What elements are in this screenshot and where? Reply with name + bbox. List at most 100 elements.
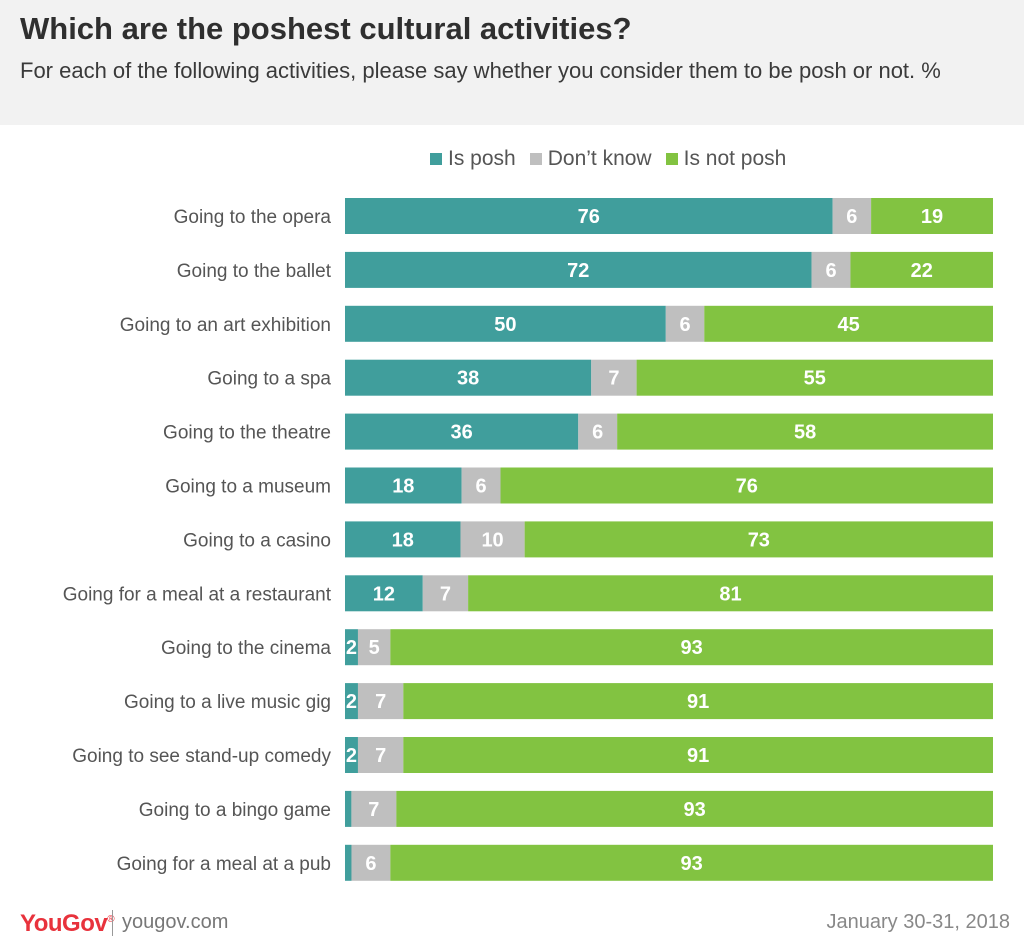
bar-is-posh-going-to-see-stand-up-comedy: [345, 737, 358, 773]
data-label-is-not-posh-going-to-the-ballet: 22: [911, 260, 933, 282]
bar-is-posh-going-to-a-spa: [345, 359, 592, 396]
bar-is-not-posh-going-to-an-art-exhibition: [704, 305, 993, 342]
bar-dont-know-going-to-a-spa: [591, 359, 637, 396]
data-label-is-not-posh-going-to-the-opera: 19: [921, 206, 943, 228]
bar-is-posh-going-to-the-ballet: [345, 251, 812, 288]
data-label-is-not-posh-going-for-a-meal-at-a-pub: 93: [681, 853, 703, 875]
category-label-going-to-the-opera: Going to the opera: [174, 207, 332, 228]
chart-header: Which are the poshest cultural activitie…: [0, 0, 1024, 125]
data-label-is-posh-going-to-an-art-exhibition: 50: [494, 314, 516, 336]
data-label-is-posh-going-to-the-ballet: 72: [567, 260, 589, 282]
data-label-is-posh-going-to-a-spa: 38: [457, 368, 479, 390]
data-label-dont-know-going-to-a-casino: 10: [481, 529, 503, 551]
bar-is-not-posh-going-to-a-casino: [524, 521, 993, 558]
bar-dont-know-going-to-the-ballet: [811, 251, 851, 288]
bar-is-not-posh-going-to-a-bingo-game: [396, 790, 993, 827]
bar-is-not-posh-going-for-a-meal-at-a-restaurant: [468, 575, 993, 612]
bar-is-not-posh-going-for-a-meal-at-a-pub: [390, 844, 993, 881]
category-label-going-for-a-meal-at-a-restaurant: Going for a meal at a restaurant: [63, 584, 332, 605]
data-label-is-not-posh-going-to-the-cinema: 93: [681, 637, 703, 659]
chart-legend: Is posh Don’t know Is not posh: [430, 146, 786, 172]
legend-item-dont-know: Don’t know: [529, 147, 652, 171]
bar-is-not-posh-going-to-the-opera: [871, 198, 993, 234]
category-label-going-to-a-museum: Going to a museum: [165, 477, 331, 498]
bar-is-not-posh-going-to-see-stand-up-comedy: [403, 737, 993, 773]
data-label-is-not-posh-going-to-a-spa: 55: [804, 368, 826, 390]
survey-date: January 30-31, 2018: [826, 911, 1010, 933]
category-label-going-for-a-meal-at-a-pub: Going for a meal at a pub: [117, 854, 331, 875]
data-label-dont-know-going-to-a-museum: 6: [476, 476, 487, 498]
data-label-dont-know-going-to-see-stand-up-comedy: 7: [375, 745, 386, 767]
legend-swatch-is-posh: [430, 153, 442, 165]
bar-is-posh-going-to-a-casino: [345, 521, 461, 558]
yougov-logo: YouGov®: [20, 910, 115, 937]
chart-footer: YouGov® yougov.com January 30-31, 2018: [0, 902, 1024, 942]
bar-is-posh-going-for-a-meal-at-a-pub: [345, 844, 352, 881]
data-label-dont-know-going-to-the-ballet: 6: [825, 260, 836, 282]
bar-is-posh-going-to-the-cinema: [345, 629, 358, 666]
legend-label-dont-know: Don’t know: [547, 147, 652, 170]
data-label-dont-know-going-to-a-bingo-game: 7: [368, 799, 379, 821]
data-label-is-posh-going-to-see-stand-up-comedy: 2: [346, 745, 357, 767]
bar-is-posh-going-to-an-art-exhibition: [345, 305, 666, 342]
bar-dont-know-going-to-the-cinema: [357, 629, 391, 666]
data-label-dont-know-going-to-a-spa: 7: [608, 368, 619, 390]
data-label-is-not-posh-going-to-an-art-exhibition: 45: [838, 314, 860, 336]
data-label-is-posh-going-to-the-opera: 76: [578, 206, 600, 228]
bar-is-posh-going-for-a-meal-at-a-restaurant: [345, 575, 423, 612]
legend-swatch-is-not-posh: [665, 153, 678, 165]
data-label-is-posh-going-for-a-meal-at-a-restaurant: 12: [373, 583, 395, 605]
bar-dont-know-going-for-a-meal-at-a-pub: [351, 844, 391, 881]
category-label-going-to-a-bingo-game: Going to a bingo game: [139, 800, 331, 821]
category-label-going-to-the-cinema: Going to the cinema: [161, 638, 331, 659]
category-label-going-to-the-theatre: Going to the theatre: [163, 423, 331, 444]
bar-dont-know-going-to-the-theatre: [578, 413, 618, 450]
legend-label-is-posh: Is posh: [448, 147, 516, 170]
bar-is-posh-going-to-a-museum: [345, 467, 462, 504]
data-label-is-posh-going-to-a-museum: 18: [392, 476, 414, 498]
data-label-is-posh-going-to-the-cinema: 2: [346, 637, 357, 659]
data-label-is-posh-going-to-a-live-music-gig: 2: [346, 691, 357, 713]
legend-swatch-dont-know: [529, 153, 542, 165]
data-label-dont-know-going-to-the-cinema: 5: [369, 637, 380, 659]
bar-dont-know-going-to-a-bingo-game: [351, 790, 397, 827]
footer-divider: [112, 910, 113, 936]
data-label-dont-know-going-to-a-live-music-gig: 7: [375, 691, 386, 713]
bar-is-not-posh-going-to-a-live-music-gig: [403, 683, 993, 720]
bar-is-not-posh-going-to-the-cinema: [390, 629, 993, 666]
bar-dont-know-going-to-see-stand-up-comedy: [357, 737, 404, 773]
data-label-is-posh-going-to-a-casino: 18: [392, 529, 414, 551]
data-label-dont-know-going-for-a-meal-at-a-restaurant: 7: [440, 583, 451, 605]
category-label-going-to-a-spa: Going to a spa: [207, 369, 331, 390]
legend-item-is-not-posh: Is not posh: [665, 147, 787, 171]
bar-dont-know-going-to-the-opera: [832, 198, 872, 234]
legend-label-is-not-posh: Is not posh: [683, 147, 787, 170]
bar-is-not-posh-going-to-the-ballet: [850, 251, 993, 288]
category-label-going-to-a-live-music-gig: Going to a live music gig: [124, 692, 331, 713]
chart-subtitle: For each of the following activities, pl…: [20, 58, 941, 83]
site-url: yougov.com: [122, 911, 229, 933]
category-label-going-to-a-casino: Going to a casino: [183, 530, 331, 551]
bar-is-not-posh-going-to-a-spa: [636, 359, 993, 396]
data-label-is-not-posh-going-to-a-museum: 76: [736, 476, 758, 498]
bar-is-posh-going-to-the-opera: [345, 198, 833, 234]
data-label-is-posh-going-to-the-theatre: 36: [451, 422, 473, 444]
category-label-going-to-an-art-exhibition: Going to an art exhibition: [120, 315, 331, 336]
chart-title: Which are the poshest cultural activitie…: [20, 11, 632, 46]
data-label-is-not-posh-going-to-a-casino: 73: [748, 529, 770, 551]
bar-dont-know-going-to-a-casino: [460, 521, 525, 558]
bar-is-not-posh-going-to-the-theatre: [617, 413, 993, 450]
category-label-going-to-see-stand-up-comedy: Going to see stand-up comedy: [72, 746, 331, 767]
data-label-dont-know-going-to-an-art-exhibition: 6: [679, 314, 690, 336]
legend-item-is-posh: Is posh: [430, 147, 516, 171]
data-label-is-not-posh-going-for-a-meal-at-a-restaurant: 81: [719, 583, 741, 605]
data-label-is-not-posh-going-to-a-bingo-game: 93: [684, 799, 706, 821]
bar-dont-know-going-to-an-art-exhibition: [665, 305, 705, 342]
data-label-dont-know-going-to-the-theatre: 6: [592, 422, 603, 444]
bar-is-posh-going-to-a-bingo-game: [345, 790, 352, 827]
bar-is-posh-going-to-the-theatre: [345, 413, 579, 450]
data-label-dont-know-going-to-the-opera: 6: [846, 206, 857, 228]
bar-dont-know-going-for-a-meal-at-a-restaurant: [422, 575, 469, 612]
data-label-is-not-posh-going-to-see-stand-up-comedy: 91: [687, 745, 709, 767]
